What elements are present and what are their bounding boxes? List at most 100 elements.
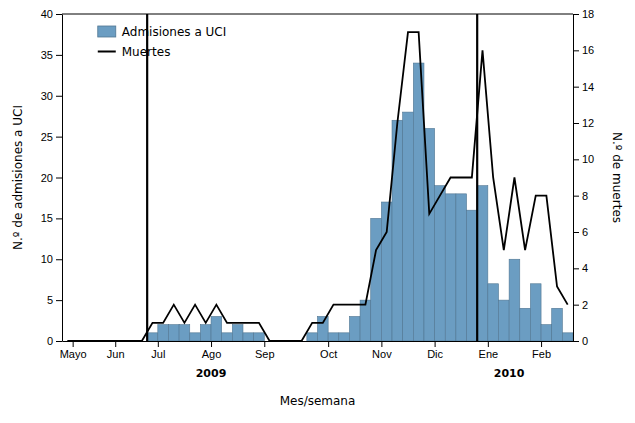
- tick-label: 18: [582, 8, 594, 20]
- tick-mark: [541, 341, 542, 347]
- tick-label: Jun: [107, 348, 125, 360]
- bar: [232, 325, 243, 341]
- tick: 4: [573, 262, 588, 274]
- tick-label: 12: [582, 117, 594, 129]
- bar: [147, 333, 158, 341]
- marks: [67, 14, 573, 341]
- bar: [360, 300, 371, 341]
- tick-label: 0: [582, 335, 588, 347]
- tick-mark: [56, 341, 62, 342]
- tick: 8: [573, 190, 588, 202]
- bar: [541, 325, 552, 341]
- bar: [349, 316, 360, 341]
- tick-mark: [56, 300, 62, 301]
- bar: [498, 300, 509, 341]
- tick: 12: [573, 117, 594, 129]
- tick-mark: [573, 232, 579, 233]
- bar: [243, 333, 254, 341]
- tick-mark: [573, 305, 579, 306]
- legend-label: Muertes: [122, 45, 171, 59]
- legend-swatch: [98, 26, 116, 37]
- legend-swatch: [98, 51, 116, 53]
- tick: 0: [47, 335, 62, 347]
- bar: [179, 325, 190, 341]
- annotation: 2009: [196, 367, 227, 380]
- tick: Dic: [427, 341, 443, 360]
- legend-item: Admisiones a UCI: [98, 25, 227, 39]
- bar: [168, 325, 179, 341]
- annotation: 2010: [494, 367, 525, 380]
- separator-line: [146, 14, 148, 341]
- tick: 20: [41, 172, 62, 184]
- bar: [328, 333, 339, 341]
- legend-item: Muertes: [98, 45, 171, 59]
- tick-label: 4: [582, 262, 588, 274]
- bar: [158, 325, 169, 341]
- bar: [339, 333, 350, 341]
- tick-mark: [488, 341, 489, 347]
- frame-line: [62, 14, 573, 15]
- tick: Jul: [151, 341, 165, 360]
- tick-label: 14: [582, 81, 594, 93]
- axis-line: [63, 341, 574, 342]
- separator-line: [476, 14, 478, 341]
- tick: Feb: [532, 341, 551, 360]
- axis-line: [573, 15, 574, 342]
- bar: [190, 333, 201, 341]
- tick: 5: [47, 294, 62, 306]
- tick-mark: [56, 259, 62, 260]
- tick: 0: [573, 335, 588, 347]
- tick-label: Sep: [255, 348, 275, 360]
- tick-label: Mayo: [60, 348, 87, 360]
- tick-mark: [56, 14, 62, 15]
- bar: [562, 333, 573, 341]
- tick-label: Jul: [151, 348, 165, 360]
- tick-label: 15: [41, 212, 53, 224]
- tick-label: 40: [41, 8, 53, 20]
- y2-axis: 024681012141618: [573, 8, 594, 347]
- tick-label: 35: [41, 49, 53, 61]
- tick: Sep: [255, 341, 275, 360]
- tick-label: 20: [41, 172, 53, 184]
- tick-label: 5: [47, 294, 53, 306]
- bar: [254, 333, 265, 341]
- tick: Ene: [479, 341, 499, 360]
- tick-label: 10: [582, 153, 594, 165]
- tick-mark: [573, 268, 579, 269]
- tick-mark: [264, 341, 265, 347]
- tick-label: 25: [41, 131, 53, 143]
- tick-mark: [573, 14, 579, 15]
- bar: [307, 333, 318, 341]
- tick-mark: [435, 341, 436, 347]
- tick-mark: [573, 196, 579, 197]
- tick-label: Nov: [372, 348, 392, 360]
- tick-mark: [381, 341, 382, 347]
- tick-label: Feb: [532, 348, 551, 360]
- tick-label: Ago: [202, 348, 222, 360]
- bar: [509, 259, 520, 341]
- tick-mark: [73, 341, 74, 347]
- bar: [435, 186, 446, 341]
- tick-mark: [573, 341, 579, 342]
- tick-mark: [211, 341, 212, 347]
- tick: 18: [573, 8, 594, 20]
- tick: 15: [41, 212, 62, 224]
- tick: Jun: [107, 341, 125, 360]
- tick-label: 10: [41, 253, 53, 265]
- axis-line: [62, 15, 63, 342]
- tick-label: 2: [582, 299, 588, 311]
- tick-mark: [56, 55, 62, 56]
- tick: 35: [41, 49, 62, 61]
- tick: 25: [41, 131, 62, 143]
- line: [67, 32, 567, 341]
- bar: [456, 194, 467, 341]
- x-axis: Mayo Jun Jul Ago Sep Oct Nov Dic Ene Feb: [60, 341, 574, 360]
- tick: Oct: [320, 341, 337, 360]
- tick-label: Ene: [479, 348, 499, 360]
- tick-mark: [328, 341, 329, 347]
- tick-label: 8: [582, 190, 588, 202]
- tick-mark: [573, 159, 579, 160]
- tick-mark: [573, 87, 579, 88]
- bar: [467, 210, 478, 341]
- tick-mark: [56, 178, 62, 179]
